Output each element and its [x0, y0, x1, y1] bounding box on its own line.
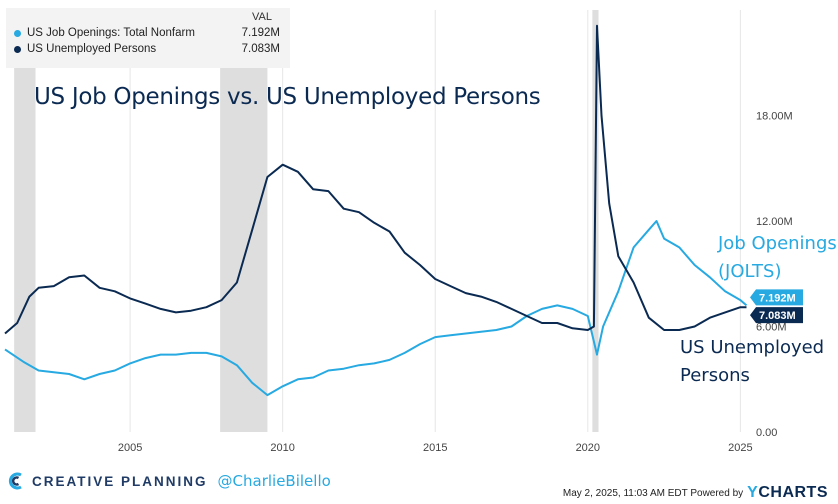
- end-label-tag: [750, 289, 803, 306]
- legend-label: US Job Openings: Total Nonfarm: [27, 27, 195, 39]
- creative-planning-logo-icon: [8, 472, 22, 490]
- annotation-line: US Unemployed: [680, 337, 825, 358]
- end-label-text: 7.192M: [759, 292, 796, 304]
- annotation-line: Persons: [680, 365, 750, 386]
- legend-header: VAL: [252, 11, 272, 23]
- tick-labels: 2005 2010 2015 2020 2025 0.00 6.00M 12.00M 18.00…: [118, 111, 793, 455]
- legend-item-unemployed[interactable]: US Unemployed Persons 7.083M: [14, 43, 280, 55]
- legend-item-job-openings[interactable]: US Job Openings: Total Nonfarm 7.192M: [14, 27, 280, 39]
- legend-value: 7.083M: [241, 43, 280, 55]
- x-tick-label: 2020: [576, 442, 600, 454]
- end-label-text: 7.083M: [759, 310, 796, 322]
- annotation-unemployed: US Unemployed Persons: [680, 334, 824, 390]
- end-value-labels: 7.192M 7.083M: [750, 289, 803, 324]
- brand-name: CREATIVE PLANNING: [32, 473, 208, 489]
- end-label-unemployed: 7.083M: [750, 307, 803, 324]
- x-tick-label: 2025: [728, 442, 752, 454]
- series-line-unemployed: [4, 24, 747, 335]
- y-tick-label: 12.00M: [756, 216, 793, 228]
- end-label-tag: [750, 307, 803, 324]
- y-tick-label: 0.00: [756, 427, 777, 439]
- footer-attribution: May 2, 2025, 11:03 AM EDT Powered by YCH…: [563, 484, 828, 502]
- gridlines: [129, 10, 741, 432]
- annotation-job-openings: Job Openings (JOLTS): [718, 230, 837, 286]
- x-tick-label: 2010: [270, 442, 294, 454]
- ycharts-wordmark: CHARTS: [758, 484, 828, 501]
- series-line-job-openings: [4, 220, 748, 397]
- annotation-line: (JOLTS): [718, 261, 782, 282]
- annotation-line: Job Openings: [718, 233, 837, 254]
- legend: VAL US Job Openings: Total Nonfarm 7.192…: [6, 8, 290, 68]
- chart-title: US Job Openings vs. US Unemployed Person…: [34, 84, 541, 110]
- timestamp: May 2, 2025, 11:03 AM EDT Powered by: [562, 487, 744, 499]
- series-lines: [4, 24, 748, 397]
- recession-band: [220, 10, 268, 432]
- end-label-job-openings: 7.192M: [750, 289, 803, 306]
- legend-value: 7.192M: [241, 27, 280, 39]
- y-tick-label: 18.00M: [756, 111, 793, 123]
- recession-bands: [14, 10, 599, 432]
- y-tick-label: 6.00M: [756, 322, 787, 334]
- recession-band: [14, 10, 36, 432]
- legend-label: US Unemployed Persons: [27, 43, 157, 55]
- series-color-dot: [14, 29, 21, 37]
- author-handle[interactable]: @CharlieBilello: [217, 472, 331, 490]
- x-tick-label: 2005: [118, 442, 142, 454]
- ycharts-logo[interactable]: YCHARTS: [747, 484, 828, 502]
- ycharts-y-icon: Y: [747, 484, 759, 501]
- x-tick-label: 2015: [423, 442, 447, 454]
- footer-branding: CREATIVE PLANNING @CharlieBilello: [8, 472, 331, 490]
- series-color-dot: [14, 45, 21, 53]
